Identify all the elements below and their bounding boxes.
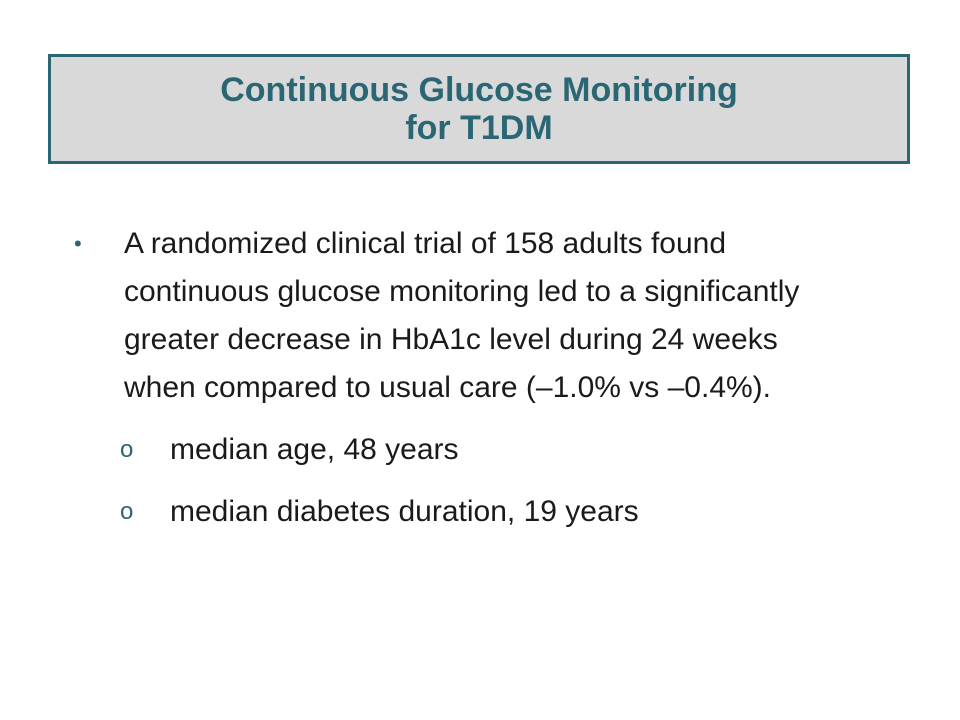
bullet-icon: • bbox=[74, 231, 82, 256]
sub-bullet-list: o median age, 48 years o median diabetes… bbox=[72, 426, 912, 536]
sub-bullet-item: o median diabetes duration, 19 years bbox=[120, 488, 912, 536]
sub-bullet-text: median age, 48 years bbox=[170, 433, 459, 466]
sub-bullet-text: median diabetes duration, 19 years bbox=[170, 495, 639, 528]
sub-bullet-item: o median age, 48 years bbox=[120, 426, 912, 474]
title-box: Continuous Glucose Monitoring for T1DM bbox=[48, 54, 910, 164]
circle-bullet-icon: o bbox=[120, 436, 134, 463]
bullet-text: A randomized clinical trial of 158 adult… bbox=[124, 227, 800, 404]
circle-bullet-icon: o bbox=[120, 498, 134, 525]
slide-title-line-1: Continuous Glucose Monitoring bbox=[220, 71, 738, 109]
bullet-item: • A randomized clinical trial of 158 adu… bbox=[72, 220, 912, 412]
slide-title-line-2: for T1DM bbox=[405, 109, 553, 147]
slide-body: • A randomized clinical trial of 158 adu… bbox=[72, 220, 912, 550]
